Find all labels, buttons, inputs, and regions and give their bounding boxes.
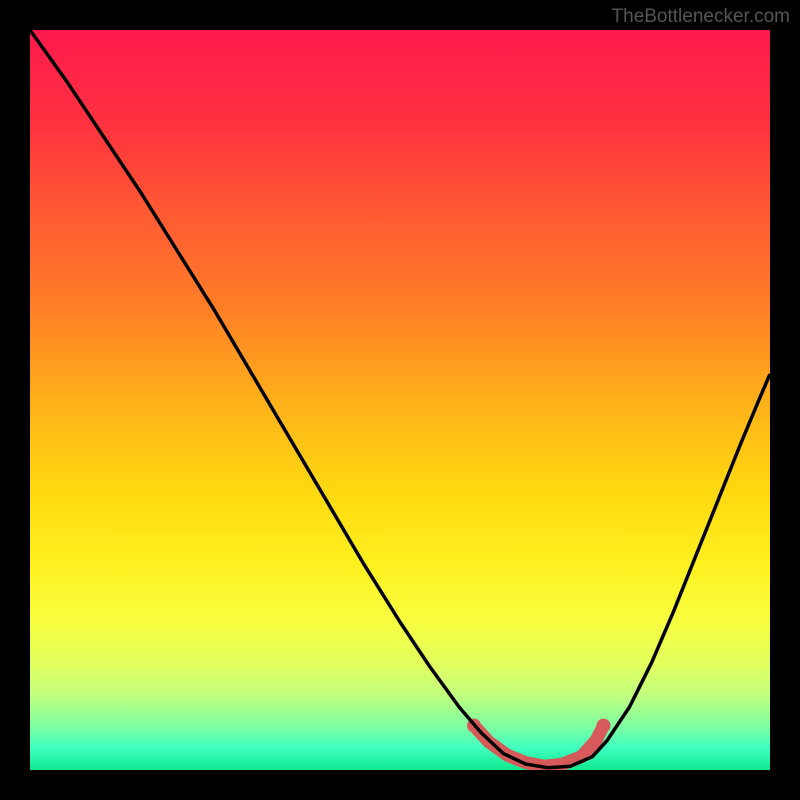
chart-background [30, 30, 770, 770]
chart-svg [30, 30, 770, 770]
chart-container [30, 30, 770, 770]
watermark-text: TheBottlenecker.com [612, 6, 790, 28]
